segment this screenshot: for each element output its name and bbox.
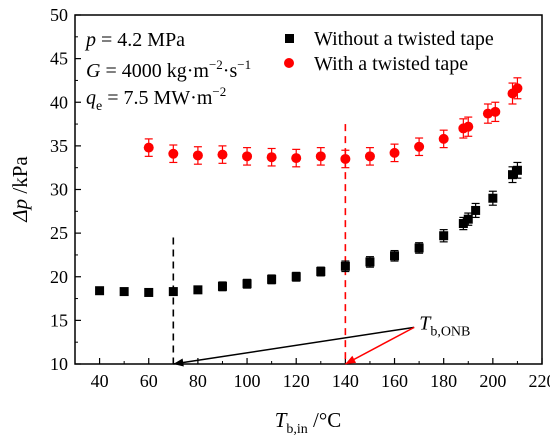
data-point — [266, 152, 277, 163]
data-point — [463, 214, 473, 224]
y-tick-label: 40 — [50, 92, 68, 112]
data-point — [340, 153, 351, 164]
y-axis-title: Δp /kPa — [8, 156, 32, 223]
data-point — [291, 272, 301, 282]
y-tick-label: 15 — [50, 310, 68, 330]
x-tick-label: 160 — [381, 371, 408, 391]
y-tick-label: 25 — [50, 223, 68, 243]
data-point — [490, 106, 501, 117]
y-tick-label: 10 — [50, 354, 68, 374]
onb-annotation: Tb,ONB — [173, 312, 470, 367]
legend: Without a twisted tape With a twisted ta… — [284, 28, 494, 75]
x-tick-label: 140 — [332, 371, 359, 391]
x-tick-label: 80 — [189, 371, 207, 391]
data-point — [365, 257, 375, 267]
data-point — [512, 165, 522, 175]
y-tick-label: 45 — [50, 49, 68, 69]
conditions-text: p = 4.2 MPa G = 4000 kg·m−2·s−1 qe = 7.5… — [84, 29, 251, 114]
data-point — [439, 231, 449, 241]
data-point — [463, 121, 474, 132]
data-point — [144, 287, 154, 297]
data-point — [217, 149, 228, 160]
legend-label-with-tape: With a twisted tape — [314, 53, 468, 75]
data-point — [315, 151, 326, 162]
x-tick-label: 180 — [430, 371, 457, 391]
y-tick-label: 20 — [50, 267, 68, 287]
data-point — [458, 219, 468, 229]
onb-arrow-head — [345, 355, 357, 364]
data-point — [242, 279, 252, 289]
data-point — [119, 287, 129, 297]
y-tick-label: 50 — [50, 5, 68, 25]
condition-pressure: p = 4.2 MPa — [84, 29, 185, 51]
data-point — [267, 274, 277, 284]
series-group — [143, 77, 523, 169]
legend-marker-without-tape — [285, 34, 294, 43]
onb-arrow-line — [173, 326, 415, 365]
data-point — [143, 142, 154, 153]
y-tick-label: 30 — [50, 180, 68, 200]
data-point — [414, 243, 424, 253]
data-point — [512, 83, 523, 94]
data-series — [95, 77, 523, 297]
data-point — [291, 153, 302, 164]
data-point — [168, 287, 178, 297]
x-tick-label: 200 — [479, 371, 506, 391]
onb-label: Tb,ONB — [419, 312, 470, 339]
data-point — [340, 261, 350, 271]
condition-heat-flux: qe = 7.5 MW·m−2 — [86, 84, 226, 114]
axis-ticks: 40 60 80 100 120 140 160 180 200 220 10 15 20 25 30 35 4… — [50, 5, 550, 391]
data-point — [316, 267, 326, 277]
data-point — [364, 151, 375, 162]
x-tick-label: 40 — [91, 371, 109, 391]
data-point — [508, 170, 518, 180]
data-point — [242, 151, 253, 162]
x-tick-label: 220 — [529, 371, 550, 391]
x-tick-label: 60 — [140, 371, 158, 391]
data-point — [390, 251, 400, 261]
x-axis-title: Tb,in /°C — [275, 408, 342, 437]
data-point — [488, 193, 498, 203]
data-point — [193, 285, 203, 295]
data-point — [192, 150, 203, 161]
data-point — [438, 133, 449, 144]
onb-arrow-head — [173, 358, 184, 367]
data-point — [168, 148, 179, 159]
condition-mass-flux: G = 4000 kg·m−2·s−1 — [86, 57, 251, 82]
y-tick-label: 35 — [50, 136, 68, 156]
data-point — [217, 281, 227, 291]
legend-marker-with-tape — [284, 58, 294, 68]
data-point — [471, 205, 481, 215]
legend-label-without-tape: Without a twisted tape — [314, 28, 494, 50]
x-tick-label: 100 — [234, 371, 261, 391]
x-tick-label: 120 — [283, 371, 310, 391]
data-point — [95, 286, 105, 296]
data-point — [414, 141, 425, 152]
series-group — [95, 161, 522, 297]
data-point — [389, 147, 400, 158]
onb-arrow-line — [345, 326, 415, 365]
